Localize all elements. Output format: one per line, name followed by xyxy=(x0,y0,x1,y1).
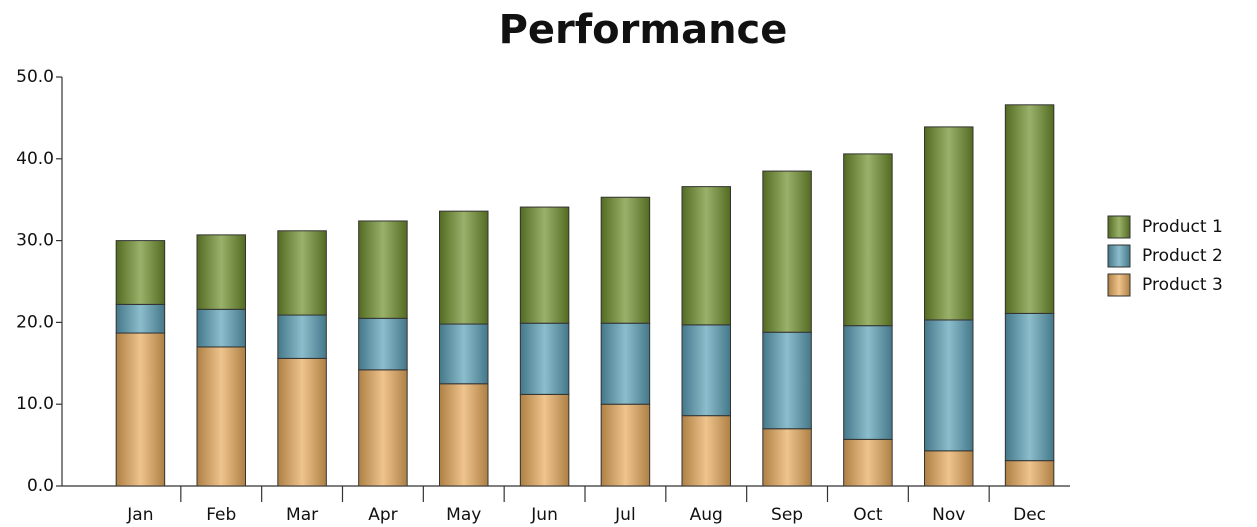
legend-label: Product 3 xyxy=(1142,275,1223,295)
bar-segment xyxy=(519,322,570,395)
bar-segment xyxy=(681,324,731,417)
bar-segment xyxy=(762,428,812,487)
bar-segment xyxy=(1004,460,1055,487)
chart-title: Performance xyxy=(499,7,788,53)
bar-segment xyxy=(762,331,812,430)
x-tick-label: Oct xyxy=(853,505,883,525)
bar-segment xyxy=(924,126,974,321)
bar-segment xyxy=(196,234,246,310)
y-tick-label: 10.0 xyxy=(16,394,54,414)
bar-segment xyxy=(1004,312,1055,462)
bar-segment xyxy=(115,332,166,487)
bar-segment xyxy=(277,230,327,316)
bar-segment xyxy=(196,308,246,348)
x-tick-label: Jun xyxy=(530,505,558,525)
x-tick-label: Aug xyxy=(690,505,723,525)
x-tick-label: May xyxy=(446,505,481,525)
bar-segment xyxy=(843,325,893,440)
y-tick-label: 30.0 xyxy=(16,231,54,251)
bar-segment xyxy=(115,303,166,334)
x-tick-label: Mar xyxy=(286,505,318,525)
bar-segment xyxy=(439,210,489,325)
bar-segment xyxy=(600,196,651,324)
y-tick-label: 0.0 xyxy=(27,476,54,496)
bar-segment xyxy=(600,322,651,405)
y-tick-label: 50.0 xyxy=(16,67,54,87)
bar-segment xyxy=(843,153,893,327)
x-tick-label: Dec xyxy=(1013,505,1046,525)
legend-label: Product 1 xyxy=(1142,217,1223,237)
bar-segment xyxy=(762,170,812,333)
bar-segment xyxy=(439,383,489,487)
bar-segment xyxy=(519,206,570,324)
bar-segment xyxy=(519,393,570,487)
bar-segment xyxy=(600,403,651,487)
bar-segment xyxy=(358,369,408,487)
x-tick-label: Jan xyxy=(126,505,153,525)
bar-segment xyxy=(358,220,408,319)
legend-swatch xyxy=(1107,244,1131,268)
y-tick-label: 20.0 xyxy=(16,312,54,332)
x-tick-label: Apr xyxy=(368,505,397,525)
bar-segment xyxy=(843,438,893,487)
bar-segment xyxy=(196,346,246,487)
bar-segment xyxy=(439,323,489,385)
legend-label: Product 2 xyxy=(1142,246,1223,266)
y-tick-label: 40.0 xyxy=(16,149,54,169)
bar-segment xyxy=(681,186,731,326)
x-tick-label: Sep xyxy=(771,505,803,525)
bar-segment xyxy=(277,357,327,487)
x-tick-label: Jul xyxy=(614,505,636,525)
bar-segment xyxy=(1004,104,1055,314)
bar-segment xyxy=(115,240,166,305)
x-tick-label: Nov xyxy=(932,505,965,525)
bar-segment xyxy=(924,450,974,487)
x-tick-label: Feb xyxy=(206,505,236,525)
bar-segment xyxy=(358,317,408,371)
legend-swatch xyxy=(1107,273,1131,297)
legend-swatch xyxy=(1107,215,1131,239)
bar-segment xyxy=(924,319,974,452)
bar-segment xyxy=(681,415,731,487)
bar-segment xyxy=(277,314,327,359)
